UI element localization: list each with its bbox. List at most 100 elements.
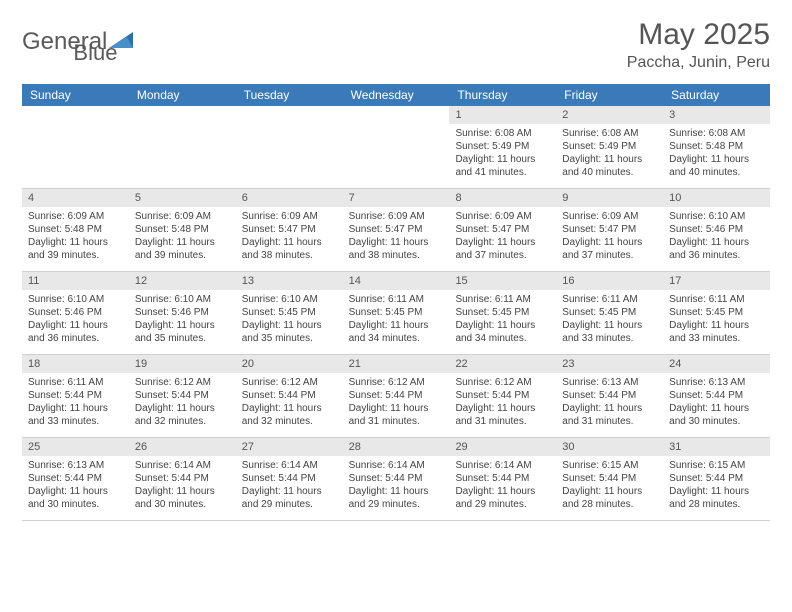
day-line: and 38 minutes.: [242, 249, 337, 262]
day-line: Daylight: 11 hours: [349, 319, 444, 332]
day-line: Sunset: 5:46 PM: [135, 306, 230, 319]
day-number: 16: [556, 272, 663, 290]
logo: General Blue: [22, 18, 117, 66]
day-line: Sunrise: 6:12 AM: [242, 376, 337, 389]
day-line: and 29 minutes.: [242, 498, 337, 511]
day-line: and 29 minutes.: [349, 498, 444, 511]
day-line: Sunrise: 6:09 AM: [242, 210, 337, 223]
day-line: and 37 minutes.: [562, 249, 657, 262]
day-line: Sunset: 5:46 PM: [28, 306, 123, 319]
day-line: Sunset: 5:48 PM: [669, 140, 764, 153]
day-line: Sunrise: 6:08 AM: [669, 127, 764, 140]
day-cell: 10Sunrise: 6:10 AMSunset: 5:46 PMDayligh…: [663, 189, 770, 271]
day-line: and 41 minutes.: [455, 166, 550, 179]
day-body: Sunrise: 6:08 AMSunset: 5:49 PMDaylight:…: [556, 124, 663, 183]
day-line: Sunrise: 6:12 AM: [455, 376, 550, 389]
day-line: Sunrise: 6:12 AM: [135, 376, 230, 389]
day-line: Sunrise: 6:09 AM: [455, 210, 550, 223]
day-line: Daylight: 11 hours: [242, 485, 337, 498]
day-line: Sunrise: 6:11 AM: [562, 293, 657, 306]
day-line: Sunset: 5:48 PM: [28, 223, 123, 236]
day-line: Sunset: 5:47 PM: [455, 223, 550, 236]
day-number: 3: [663, 106, 770, 124]
day-number: 22: [449, 355, 556, 373]
day-cell: 1Sunrise: 6:08 AMSunset: 5:49 PMDaylight…: [449, 106, 556, 188]
day-body: Sunrise: 6:11 AMSunset: 5:45 PMDaylight:…: [556, 290, 663, 349]
day-line: Sunrise: 6:11 AM: [455, 293, 550, 306]
day-line: and 35 minutes.: [242, 332, 337, 345]
day-line: Sunrise: 6:10 AM: [28, 293, 123, 306]
day-line: Daylight: 11 hours: [135, 402, 230, 415]
day-line: Sunrise: 6:13 AM: [669, 376, 764, 389]
day-line: Sunset: 5:44 PM: [135, 472, 230, 485]
day-line: Sunrise: 6:09 AM: [135, 210, 230, 223]
day-number: 25: [22, 438, 129, 456]
day-body: Sunrise: 6:12 AMSunset: 5:44 PMDaylight:…: [129, 373, 236, 432]
day-line: and 28 minutes.: [562, 498, 657, 511]
day-body: Sunrise: 6:08 AMSunset: 5:49 PMDaylight:…: [449, 124, 556, 183]
day-line: Sunset: 5:45 PM: [669, 306, 764, 319]
day-body: Sunrise: 6:12 AMSunset: 5:44 PMDaylight:…: [343, 373, 450, 432]
weekday-header-row: SundayMondayTuesdayWednesdayThursdayFrid…: [22, 84, 770, 106]
weekday-label: Monday: [129, 84, 236, 106]
day-cell: 23Sunrise: 6:13 AMSunset: 5:44 PMDayligh…: [556, 355, 663, 437]
day-number: 5: [129, 189, 236, 207]
day-cell: 20Sunrise: 6:12 AMSunset: 5:44 PMDayligh…: [236, 355, 343, 437]
day-number: 1: [449, 106, 556, 124]
day-cell: 28Sunrise: 6:14 AMSunset: 5:44 PMDayligh…: [343, 438, 450, 520]
day-line: Daylight: 11 hours: [242, 319, 337, 332]
day-body: Sunrise: 6:10 AMSunset: 5:46 PMDaylight:…: [663, 207, 770, 266]
day-line: Sunset: 5:49 PM: [455, 140, 550, 153]
day-number: 20: [236, 355, 343, 373]
day-line: Sunrise: 6:11 AM: [669, 293, 764, 306]
day-body: Sunrise: 6:11 AMSunset: 5:45 PMDaylight:…: [663, 290, 770, 349]
day-line: Sunset: 5:44 PM: [242, 389, 337, 402]
day-line: Sunrise: 6:13 AM: [28, 459, 123, 472]
day-line: Sunrise: 6:13 AM: [562, 376, 657, 389]
day-line: Sunset: 5:44 PM: [28, 472, 123, 485]
weekday-label: Sunday: [22, 84, 129, 106]
day-number: 13: [236, 272, 343, 290]
day-cell-empty: [129, 106, 236, 188]
day-number: 2: [556, 106, 663, 124]
day-number: 24: [663, 355, 770, 373]
day-number: 10: [663, 189, 770, 207]
day-line: and 31 minutes.: [455, 415, 550, 428]
day-cell: 27Sunrise: 6:14 AMSunset: 5:44 PMDayligh…: [236, 438, 343, 520]
day-body: Sunrise: 6:09 AMSunset: 5:47 PMDaylight:…: [556, 207, 663, 266]
day-line: Daylight: 11 hours: [562, 402, 657, 415]
day-line: Sunrise: 6:10 AM: [135, 293, 230, 306]
day-body: Sunrise: 6:13 AMSunset: 5:44 PMDaylight:…: [663, 373, 770, 432]
day-cell-empty: [236, 106, 343, 188]
day-number: 27: [236, 438, 343, 456]
day-number: 23: [556, 355, 663, 373]
day-body: Sunrise: 6:10 AMSunset: 5:46 PMDaylight:…: [129, 290, 236, 349]
day-cell: 6Sunrise: 6:09 AMSunset: 5:47 PMDaylight…: [236, 189, 343, 271]
day-cell: 12Sunrise: 6:10 AMSunset: 5:46 PMDayligh…: [129, 272, 236, 354]
weekday-label: Friday: [556, 84, 663, 106]
day-line: and 32 minutes.: [135, 415, 230, 428]
day-line: Sunset: 5:44 PM: [455, 472, 550, 485]
weekday-label: Tuesday: [236, 84, 343, 106]
day-line: and 34 minutes.: [455, 332, 550, 345]
day-line: Sunrise: 6:14 AM: [349, 459, 444, 472]
day-line: Sunset: 5:45 PM: [562, 306, 657, 319]
day-number: 26: [129, 438, 236, 456]
weekday-label: Thursday: [449, 84, 556, 106]
day-line: Sunset: 5:49 PM: [562, 140, 657, 153]
day-body: Sunrise: 6:14 AMSunset: 5:44 PMDaylight:…: [343, 456, 450, 515]
day-cell: 31Sunrise: 6:15 AMSunset: 5:44 PMDayligh…: [663, 438, 770, 520]
day-body: Sunrise: 6:11 AMSunset: 5:45 PMDaylight:…: [343, 290, 450, 349]
day-line: Daylight: 11 hours: [135, 485, 230, 498]
day-line: Sunrise: 6:10 AM: [242, 293, 337, 306]
day-line: Sunrise: 6:11 AM: [349, 293, 444, 306]
day-line: Sunset: 5:48 PM: [135, 223, 230, 236]
day-line: and 34 minutes.: [349, 332, 444, 345]
day-line: Sunset: 5:47 PM: [562, 223, 657, 236]
day-line: Sunset: 5:44 PM: [455, 389, 550, 402]
day-cell: 3Sunrise: 6:08 AMSunset: 5:48 PMDaylight…: [663, 106, 770, 188]
day-line: Daylight: 11 hours: [349, 402, 444, 415]
day-line: Sunset: 5:45 PM: [455, 306, 550, 319]
day-cell: 19Sunrise: 6:12 AMSunset: 5:44 PMDayligh…: [129, 355, 236, 437]
day-number: 30: [556, 438, 663, 456]
